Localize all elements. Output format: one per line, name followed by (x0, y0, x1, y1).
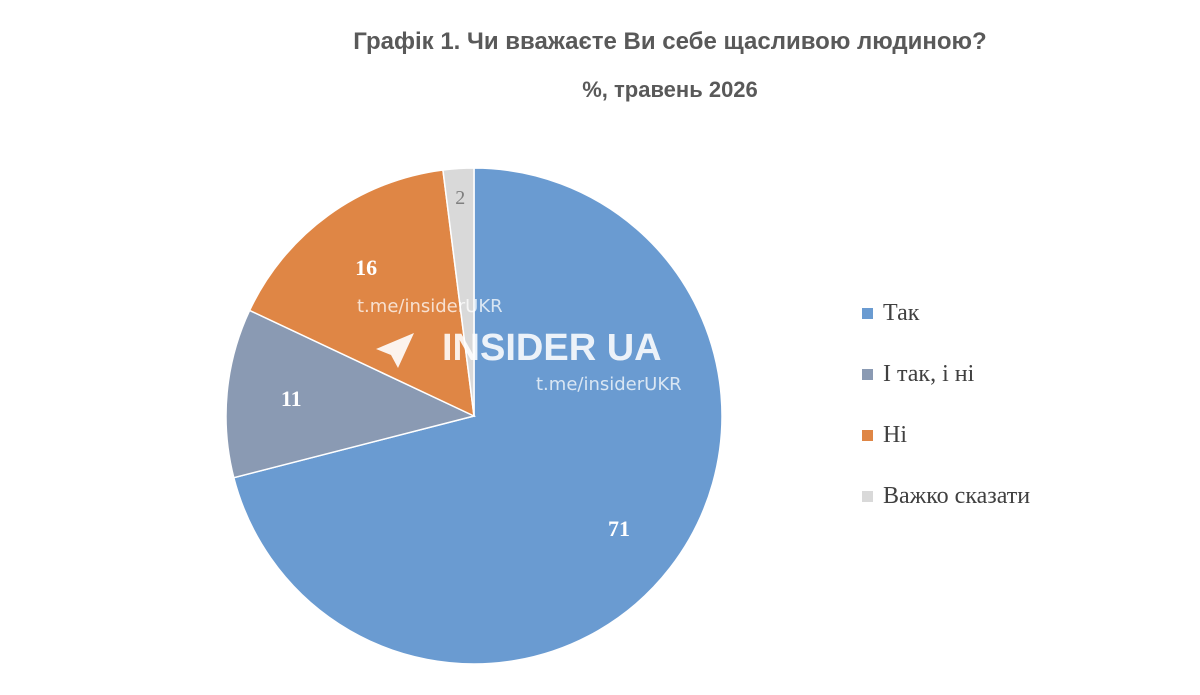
data-label: 16 (355, 255, 377, 280)
chart-title: Графік 1. Чи вважаєте Ви себе щасливою л… (353, 28, 987, 55)
legend-swatch (862, 369, 873, 380)
watermark-link-bottom: t.me/insiderUKR (536, 374, 682, 395)
pie-slice (442, 167, 475, 417)
legend-label: Важко сказати (883, 483, 1031, 509)
watermark-link-top: t.me/insiderUKR (357, 296, 503, 317)
watermark: t.me/insiderUKR INSIDER UA t.me/insiderU… (357, 296, 682, 395)
legend-item: І так, і ні (862, 344, 1030, 405)
legend-item: Ні (862, 405, 1030, 466)
chart-subtitle: %, травень 2026 (582, 77, 758, 102)
legend-swatch (862, 491, 873, 502)
legend-item: Важко сказати (862, 466, 1030, 527)
legend-item: Так (862, 283, 1030, 344)
data-label: 71 (608, 516, 630, 541)
data-label: 2 (455, 187, 465, 209)
legend-label: І так, і ні (883, 361, 975, 387)
legend-label: Так (883, 300, 920, 326)
telegram-plane-icon (376, 333, 414, 368)
pie-data-labels: 71 11 16 2 (281, 187, 630, 541)
legend-swatch (862, 430, 873, 441)
pie-slice (232, 167, 723, 665)
pie-slices (225, 167, 723, 665)
chart-title-block: Графік 1. Чи вважаєте Ви себе щасливою л… (230, 22, 1110, 118)
pie-slice (248, 169, 475, 418)
legend-swatch (862, 308, 873, 319)
watermark-brand: INSIDER UA (442, 327, 662, 369)
data-label: 11 (281, 386, 302, 411)
chart-legend: Так І так, і ні Ні Важко сказати (862, 283, 1030, 527)
pie-slice (225, 309, 477, 479)
legend-label: Ні (883, 422, 907, 448)
